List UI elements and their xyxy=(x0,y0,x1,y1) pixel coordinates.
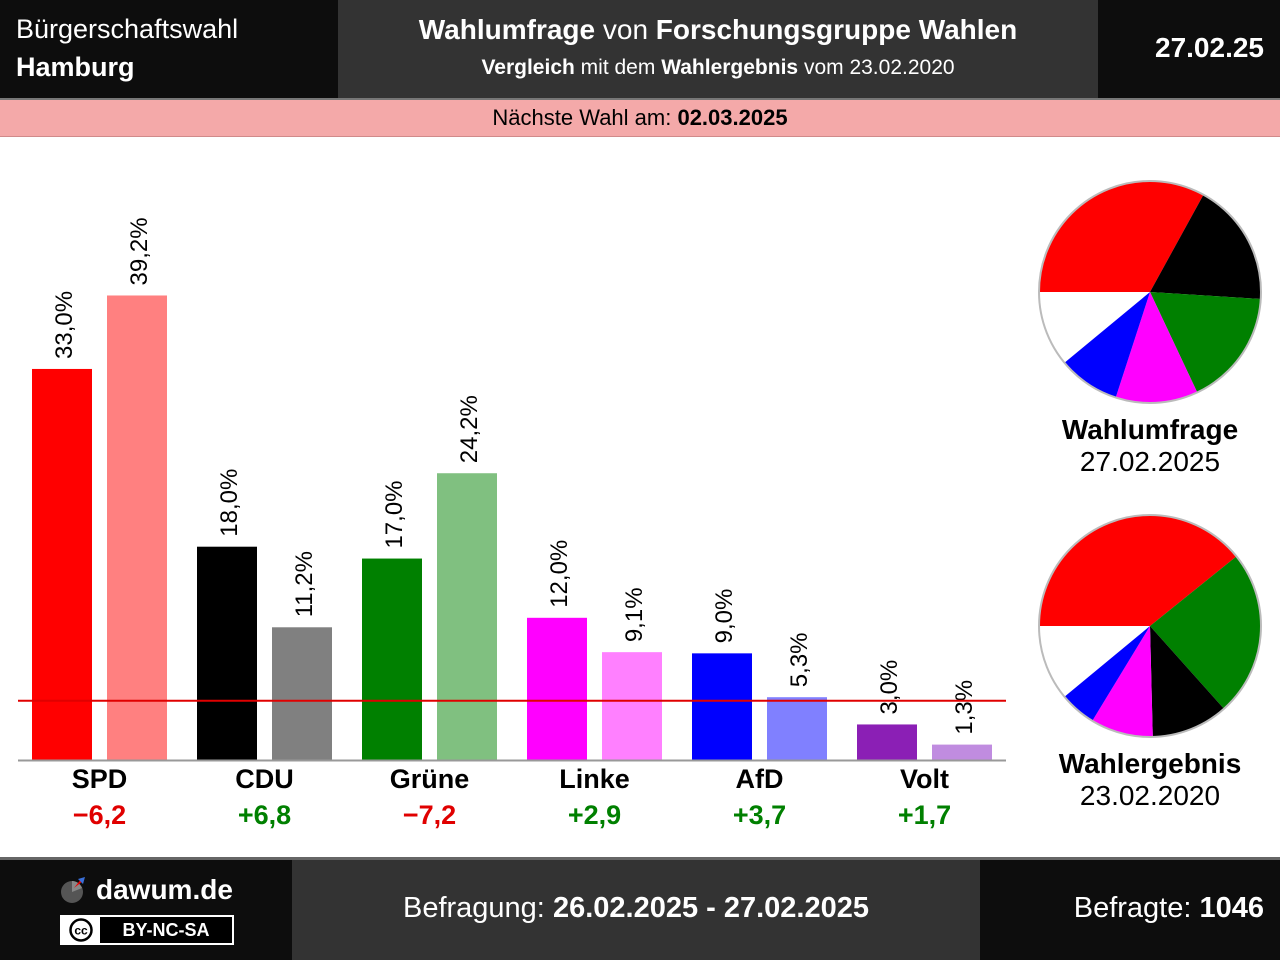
pie-survey-slice-3 xyxy=(1115,292,1198,403)
diff-label-3: +2,9 xyxy=(568,800,621,830)
title-connector: von xyxy=(595,14,656,45)
bar-result-4 xyxy=(767,697,827,760)
pie-chart-result xyxy=(1038,514,1262,738)
bar-result-2 xyxy=(437,473,497,760)
pie-result-slice-2 xyxy=(1150,626,1224,737)
date-block: 27.02.25 xyxy=(1098,0,1280,98)
bar-survey-2 xyxy=(362,558,422,760)
bar-label-survey-4: 9,0% xyxy=(711,589,738,644)
bar-survey-3 xyxy=(527,617,587,760)
diff-label-4: +3,7 xyxy=(733,800,786,830)
title-poll: Wahlumfrage xyxy=(418,14,596,45)
pie-survey-date: 27.02.2025 xyxy=(1079,446,1221,477)
respondents-block: Befragte: 1046 xyxy=(980,860,1280,960)
bar-result-0 xyxy=(107,295,167,760)
survey-period: Befragung: 26.02.2025 - 27.02.2025 xyxy=(292,892,980,925)
license-badge[interactable]: cc BY-NC-SA xyxy=(60,915,234,945)
bar-survey-5 xyxy=(857,724,917,760)
subtitle-result: Wahlergebnis xyxy=(661,56,799,79)
region-block: Bürgerschaftswahl Hamburg xyxy=(0,0,338,98)
bar-label-survey-1: 18,0% xyxy=(216,469,243,537)
page-subtitle: Vergleich mit dem Wahlergebnis vom 23.02… xyxy=(338,56,1098,80)
pie-survey-slice-2 xyxy=(1150,292,1261,393)
pie-result-slice-3 xyxy=(1092,626,1153,737)
pie-result-slice-4 xyxy=(1064,626,1150,721)
category-label-0: SPD xyxy=(72,764,128,794)
subtitle-compare: Vergleich xyxy=(481,56,575,79)
category-label-4: AfD xyxy=(736,764,784,794)
survey-period-block: Befragung: 26.02.2025 - 27.02.2025 xyxy=(292,860,980,960)
bar-label-result-4: 5,3% xyxy=(786,632,813,687)
bar-chart: 33,0% 39,2% SPD −6,2 18,0% 11,2% CDU +6,8 17,0% 2… xyxy=(18,217,1006,830)
pie-result-caption: Wahlergebnis 23.02.2020 xyxy=(1020,748,1280,812)
page-title: Wahlumfrage von Forschungsgruppe Wahlen xyxy=(338,14,1098,46)
next-election-date: 02.03.2025 xyxy=(677,105,788,130)
branding[interactable]: dawum.de cc BY-NC-SA xyxy=(0,860,292,960)
bar-label-survey-0: 33,0% xyxy=(51,291,78,359)
footer: dawum.de cc BY-NC-SA Befragung: 26.02.20… xyxy=(0,860,1280,960)
diff-label-0: −6,2 xyxy=(73,800,126,830)
survey-period-value: 26.02.2025 - 27.02.2025 xyxy=(552,892,869,924)
subtitle-date: vom 23.02.2020 xyxy=(798,56,955,79)
footer-divider xyxy=(0,857,1280,860)
pie-survey-slice-1 xyxy=(1150,194,1261,299)
subtitle-connector: mit dem xyxy=(574,56,662,79)
survey-period-label: Befragung: xyxy=(402,892,553,924)
pie-result-outline xyxy=(1038,514,1262,738)
title-block: Wahlumfrage von Forschungsgruppe Wahlen … xyxy=(338,0,1098,98)
bar-label-result-3: 9,1% xyxy=(621,587,648,642)
diff-label-2: −7,2 xyxy=(403,800,456,830)
bar-label-result-0: 39,2% xyxy=(126,217,153,285)
diff-label-5: +1,7 xyxy=(898,800,951,830)
respondents-label: Befragte: xyxy=(1073,892,1200,924)
title-institute: Forschungsgruppe Wahlen xyxy=(655,14,1018,45)
category-label-1: CDU xyxy=(235,764,294,794)
license-text: BY-NC-SA xyxy=(100,917,232,943)
next-election-bar: Nächste Wahl am: 02.03.2025 xyxy=(0,100,1280,137)
header-date: 27.02.25 xyxy=(1155,32,1264,63)
pie-chart-survey xyxy=(1038,180,1262,404)
pie-survey-title: Wahlumfrage xyxy=(1061,414,1239,445)
pie-result-date: 23.02.2020 xyxy=(1079,780,1221,811)
bar-label-survey-5: 3,0% xyxy=(876,660,903,715)
pie-survey-slice-4 xyxy=(1064,292,1150,398)
bar-result-5 xyxy=(932,744,992,760)
election-type: Bürgerschaftswahl xyxy=(16,14,239,44)
pie-survey-caption: Wahlumfrage 27.02.2025 xyxy=(1020,414,1280,478)
bar-result-1 xyxy=(272,627,332,760)
bar-result-3 xyxy=(602,652,662,760)
region-name: Hamburg xyxy=(16,52,135,82)
header: Bürgerschaftswahl Hamburg Wahlumfrage vo… xyxy=(0,0,1280,98)
respondents-count: 1046 xyxy=(1199,892,1264,924)
bar-survey-1 xyxy=(197,546,257,760)
bar-label-result-5: 1,3% xyxy=(951,680,978,735)
pie-result-slice-0 xyxy=(1039,515,1237,626)
bar-survey-4 xyxy=(692,653,752,760)
site-name[interactable]: dawum.de xyxy=(96,874,233,905)
next-election-label: Nächste Wahl am: xyxy=(492,105,678,130)
respondents: Befragte: 1046 xyxy=(1074,892,1264,925)
bar-label-survey-2: 17,0% xyxy=(381,480,408,548)
pie-survey-slice-0 xyxy=(1039,181,1204,292)
bar-label-result-2: 24,2% xyxy=(456,395,483,463)
category-label-3: Linke xyxy=(559,764,630,794)
pie-result-title: Wahlergebnis xyxy=(1058,748,1242,779)
pie-result-slice-1 xyxy=(1150,556,1261,709)
category-label-5: Volt xyxy=(900,764,949,794)
svg-text:cc: cc xyxy=(74,924,88,938)
bar-survey-0 xyxy=(32,368,92,760)
dawum-logo-icon xyxy=(61,877,85,903)
creative-commons-icon: cc xyxy=(69,918,93,942)
header-divider xyxy=(0,98,1280,100)
bar-label-survey-3: 12,0% xyxy=(546,540,573,608)
pie-survey-outline xyxy=(1038,180,1262,404)
bar-label-result-1: 11,2% xyxy=(291,551,318,617)
category-label-2: Grüne xyxy=(390,764,470,794)
diff-label-1: +6,8 xyxy=(238,800,291,830)
